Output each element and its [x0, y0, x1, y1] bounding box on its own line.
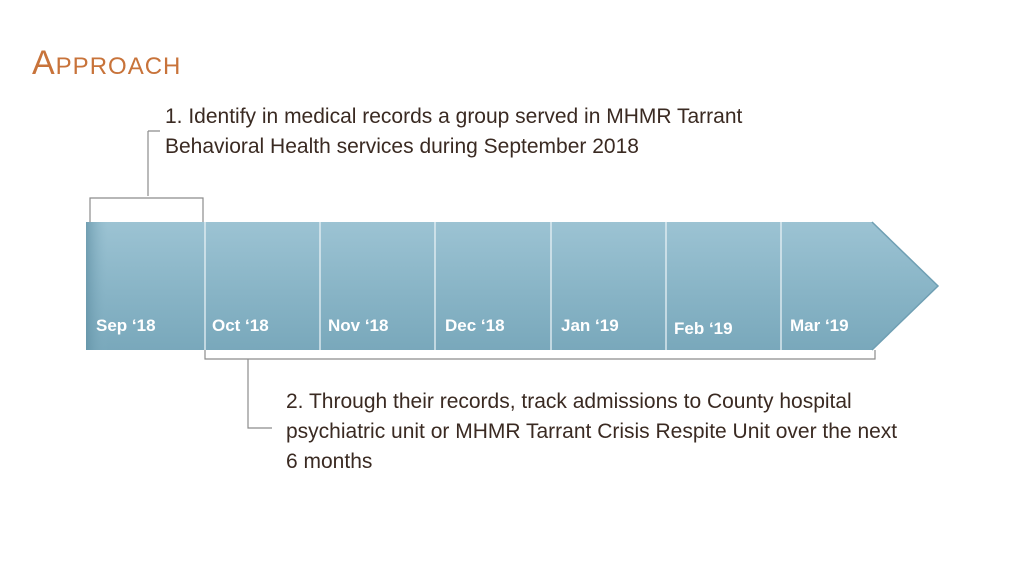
month-label-oct-18: Oct ‘18: [212, 316, 269, 335]
timeline-arrow-shade: [86, 222, 108, 350]
step-1-line: 1. Identify in medical records a group s…: [165, 105, 743, 128]
month-label-feb-19: Feb ‘19: [674, 319, 733, 338]
step-2-line: psychiatric unit or MHMR Tarrant Crisis …: [286, 420, 898, 443]
step-1-bracket: [89, 130, 204, 222]
slide-title: Approach: [32, 44, 182, 82]
step-2-line: 2. Through their records, track admissio…: [286, 390, 852, 413]
month-dividers: [204, 222, 782, 350]
step-2-bracket: [204, 350, 876, 429]
step-1-line: Behavioral Health services during Septem…: [165, 135, 639, 158]
step-2-line: 6 months: [286, 450, 373, 473]
month-label-sep-18: Sep ‘18: [96, 316, 156, 335]
timeline-arrow-edge: [871, 221, 940, 351]
step-2-text: 2. Through their records, track admissio…: [286, 387, 926, 477]
month-label-jan-19: Jan ‘19: [561, 316, 619, 335]
month-label-dec-18: Dec ‘18: [445, 316, 505, 335]
timeline-arrow: [86, 222, 938, 350]
month-label-nov-18: Nov ‘18: [328, 316, 389, 335]
month-label-mar-19: Mar ‘19: [790, 316, 849, 335]
step-1-text: 1. Identify in medical records a group s…: [165, 102, 785, 162]
